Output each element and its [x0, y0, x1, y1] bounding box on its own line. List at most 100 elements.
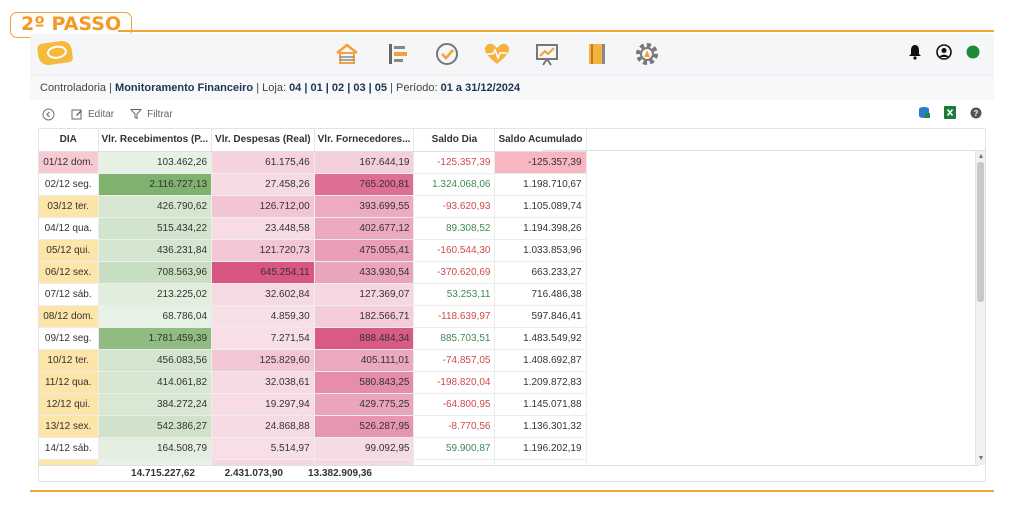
cell-rec: 213.225,02: [98, 283, 213, 306]
total-recebimentos: 14.715.227,62: [131, 468, 195, 479]
cell-des: 121.720,73: [211, 239, 315, 262]
cell-rec: 164.508,79: [98, 437, 213, 460]
table-row[interactable]: 14/12 sáb. 164.508,79 5.514,97 99.092,95 59.…: [39, 437, 587, 460]
cell-rec: 708.563,96: [98, 261, 213, 284]
header-row: DIA Vlr. Recebimentos (P... Vlr. Despesa…: [39, 129, 587, 152]
filter-label: Filtrar: [147, 108, 173, 120]
header-dia[interactable]: DIA: [39, 129, 99, 152]
table-row[interactable]: 08/12 dom. 68.786,04 4.859,30 182.566,71 -11…: [39, 305, 587, 328]
cell-rec: 456.083,56: [98, 349, 213, 372]
store-list: 04 | 01 | 02 | 03 | 05: [289, 82, 387, 94]
step-badge: 2º PASSO: [10, 12, 133, 38]
excel-export-icon[interactable]: [944, 106, 956, 122]
cell-for: 475.055,41: [314, 239, 415, 262]
cell-sa: 1.196.202,19: [494, 437, 587, 460]
cell-rec: 426.790,62: [98, 195, 213, 218]
cell-sa: 716.486,38: [494, 283, 587, 306]
table-row[interactable]: 07/12 sáb. 213.225,02 32.602,84 127.369,07 5…: [39, 283, 587, 306]
top-divider: [118, 30, 994, 32]
cell-for: 580.843,25: [314, 371, 415, 394]
chart-board-icon[interactable]: [528, 38, 566, 70]
list-menu-icon[interactable]: [378, 38, 416, 70]
cell-sa: 1.194.398,26: [494, 217, 587, 240]
cell-sa: 1.408.692,87: [494, 349, 587, 372]
table-row[interactable]: 04/12 qua. 515.434,22 23.448,58 402.677,12 8…: [39, 217, 587, 240]
notebook-icon[interactable]: [578, 38, 616, 70]
svg-text:?: ?: [974, 109, 979, 118]
scrollbar-thumb[interactable]: [977, 162, 984, 302]
toolbar-actions: ?: [918, 106, 982, 122]
cell-sd: -93.620,93: [413, 195, 496, 218]
cell-day: 14/12 sáb.: [39, 437, 99, 460]
cell-sa: 1.483.549,92: [494, 327, 587, 350]
totals-row: 14.715.227,62 2.431.073,90 13.382.909,36: [39, 465, 979, 481]
cell-sd: -125.357,39: [413, 151, 496, 174]
cell-des: 27.458,26: [211, 173, 315, 196]
back-button[interactable]: [42, 108, 55, 121]
filter-button[interactable]: Filtrar: [130, 108, 173, 120]
table-row[interactable]: 06/12 sex. 708.563,96 645.254,11 433.930,54…: [39, 261, 587, 284]
cell-day: 11/12 qua.: [39, 371, 99, 394]
cell-for: 765.200,81: [314, 173, 415, 196]
check-circle-icon[interactable]: [428, 38, 466, 70]
cell-rec: 384.272,24: [98, 393, 213, 416]
table-row[interactable]: 13/12 sex. 542.386,27 24.868,88 526.287,95-…: [39, 415, 587, 438]
breadcrumb-module: Monitoramento Financeiro: [115, 82, 254, 94]
scroll-up-icon[interactable]: ▲: [977, 153, 985, 160]
edit-button[interactable]: Editar: [71, 108, 114, 120]
vertical-scrollbar[interactable]: ▲ ▼: [975, 151, 985, 465]
table-row[interactable]: 10/12 ter. 456.083,56 125.829,60 405.111,01…: [39, 349, 587, 372]
heart-pulse-icon[interactable]: [478, 38, 516, 70]
header-saldo-dia[interactable]: Saldo Dia: [413, 129, 496, 152]
cell-sd: -198.820,04: [413, 371, 496, 394]
period-value: 01 a 31/12/2024: [440, 82, 521, 94]
cell-des: 125.829,60: [211, 349, 315, 372]
cell-rec: 1.781.459,39: [98, 327, 213, 350]
bottom-divider: [30, 490, 994, 492]
settings-gear-icon[interactable]: [628, 38, 666, 70]
cell-day: 12/12 qui.: [39, 393, 99, 416]
cell-des: 61.175,46: [211, 151, 315, 174]
cell-for: 393.699,55: [314, 195, 415, 218]
table-row[interactable]: 03/12 ter. 426.790,62 126.712,00 393.699,55…: [39, 195, 587, 218]
header-despesas[interactable]: Vlr. Despesas (Real): [211, 129, 315, 152]
cell-for: 526.287,95: [314, 415, 415, 438]
cell-day: 07/12 sáb.: [39, 283, 99, 306]
cell-day: 10/12 ter.: [39, 349, 99, 372]
cell-sa: 1.136.301,32: [494, 415, 587, 438]
status-online-icon: [966, 45, 980, 64]
header-saldo-acumulado[interactable]: Saldo Acumulado: [494, 129, 587, 152]
cell-day: 08/12 dom.: [39, 305, 99, 328]
database-export-icon[interactable]: [918, 106, 930, 122]
cell-rec: 2.116.727,13: [98, 173, 213, 196]
cell-des: 126.712,00: [211, 195, 315, 218]
table-row[interactable]: 05/12 qui. 436.231,84 121.720,73 475.055,41…: [39, 239, 587, 262]
cell-des: 24.868,88: [211, 415, 315, 438]
cell-day: 04/12 qua.: [39, 217, 99, 240]
cell-sa: 1.198.710,67: [494, 173, 587, 196]
cell-rec: 414.061,82: [98, 371, 213, 394]
table-row[interactable]: 09/12 seg. 1.781.459,39 7.271,54 888.484,34…: [39, 327, 587, 350]
help-icon[interactable]: ?: [970, 107, 982, 122]
header-recebimentos[interactable]: Vlr. Recebimentos (P...: [98, 129, 213, 152]
table-row[interactable]: 01/12 dom. 103.462,26 61.175,46 167.644,19-…: [39, 151, 587, 174]
cell-sd: 1.324.068,06: [413, 173, 496, 196]
store-label: Loja:: [262, 82, 286, 94]
cell-for: 888.484,34: [314, 327, 415, 350]
app-window: Controladoria | Monitoramento Financeiro…: [30, 34, 994, 486]
cell-day: 13/12 sex.: [39, 415, 99, 438]
table-row[interactable]: 02/12 seg. 2.116.727,13 27.458,26 765.200,8…: [39, 173, 587, 196]
module-nav: [328, 38, 666, 70]
table-row[interactable]: 11/12 qua. 414.061,82 32.038,61 580.843,25-…: [39, 371, 587, 394]
user-icon[interactable]: [936, 44, 952, 65]
bell-icon[interactable]: [908, 44, 922, 65]
header-fornecedores[interactable]: Vlr. Fornecedores...: [314, 129, 415, 152]
cell-sd: -8.770,56: [413, 415, 496, 438]
cell-for: 99.092,95: [314, 437, 415, 460]
cell-sa: 1.145.071,88: [494, 393, 587, 416]
cell-day: 02/12 seg.: [39, 173, 99, 196]
logo[interactable]: [36, 39, 74, 67]
home-icon[interactable]: [328, 38, 366, 70]
table-row[interactable]: 12/12 qui. 384.272,24 19.297,94 429.775,25-…: [39, 393, 587, 416]
scroll-down-icon[interactable]: ▼: [977, 455, 985, 462]
